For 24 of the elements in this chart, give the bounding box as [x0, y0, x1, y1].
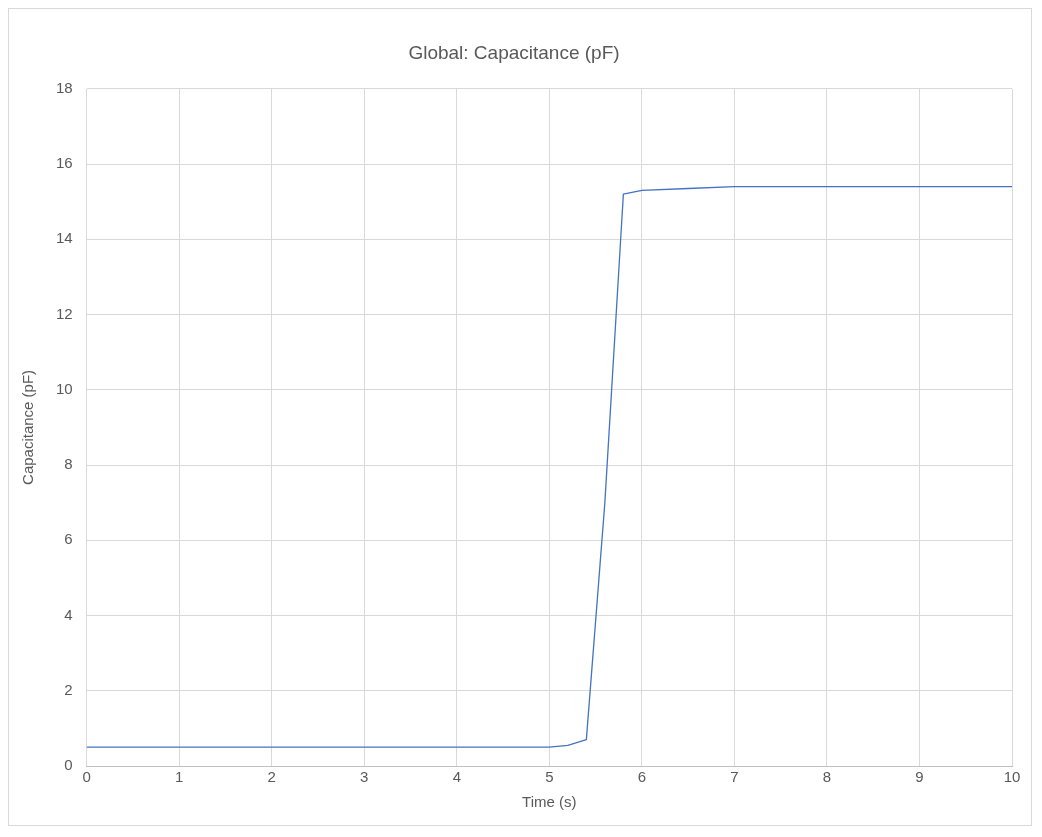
x-tick-label: 10 — [1003, 768, 1021, 786]
y-tick-label: 4 — [64, 605, 73, 623]
x-tick-label: 9 — [915, 768, 924, 786]
y-tick-label: 10 — [56, 379, 73, 397]
x-tick-label: 7 — [730, 768, 739, 786]
y-tick-label: 16 — [56, 154, 73, 172]
x-tick-label: 0 — [82, 768, 91, 786]
x-tick-label: 8 — [822, 768, 832, 786]
y-tick-label: 8 — [64, 455, 73, 473]
x-tick-label: 5 — [545, 768, 554, 786]
y-tick-label: 14 — [56, 229, 73, 247]
x-tick-label: 4 — [452, 768, 461, 786]
y-axis-title: Capacitance (pF) — [19, 369, 37, 485]
y-tick-label: 18 — [56, 78, 73, 96]
x-axis-title: Time (s) — [522, 793, 577, 811]
x-tick-label: 6 — [637, 768, 647, 786]
x-tick-label: 1 — [175, 768, 184, 786]
y-tick-label: 2 — [64, 680, 73, 698]
x-tick-label: 3 — [360, 768, 369, 786]
x-tick-label: 2 — [267, 768, 276, 786]
y-tick-label: 12 — [56, 304, 73, 322]
chart-title: Global: Capacitance (pF) — [408, 41, 620, 63]
y-tick-label: 6 — [64, 530, 73, 548]
y-tick-label: 0 — [64, 756, 73, 774]
